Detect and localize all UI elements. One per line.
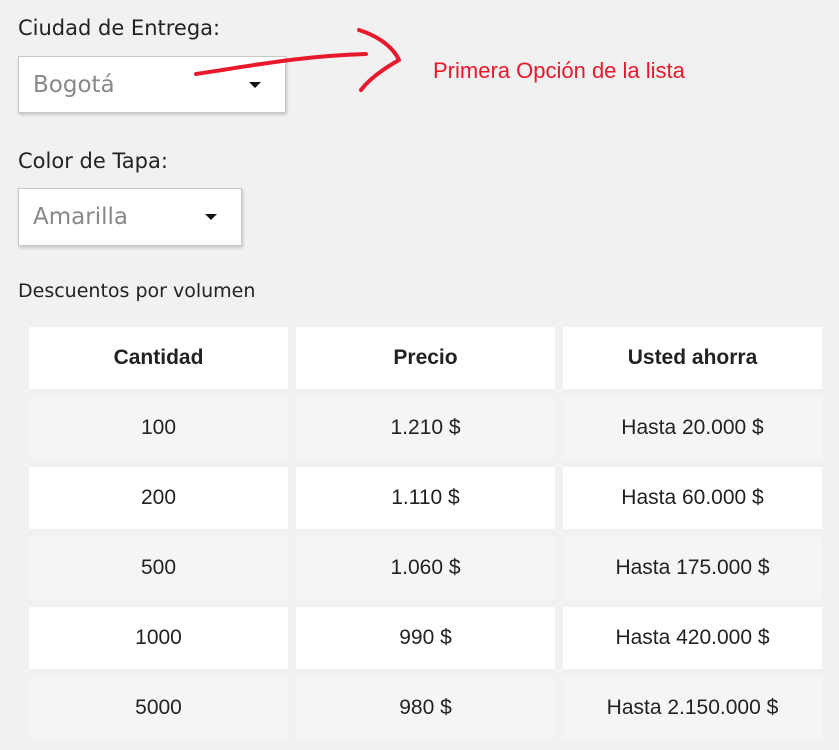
table-row: 1000 990 $ Hasta 420.000 $ [29,607,822,669]
cell-savings: Hasta 60.000 $ [563,467,822,529]
cell-price: 990 $ [296,607,555,669]
cell-quantity: 500 [29,537,288,599]
cell-savings: Hasta 420.000 $ [563,607,822,669]
header-savings: Usted ahorra [563,327,822,389]
cell-savings: Hasta 2.150.000 $ [563,677,822,739]
table-row: 5000 980 $ Hasta 2.150.000 $ [29,677,822,739]
city-label: Ciudad de Entrega: [18,16,221,40]
table-row: 500 1.060 $ Hasta 175.000 $ [29,537,822,599]
cell-price: 1.060 $ [296,537,555,599]
table-header-row: Cantidad Precio Usted ahorra [29,327,822,389]
header-price: Precio [296,327,555,389]
cell-quantity: 1000 [29,607,288,669]
table-row: 200 1.110 $ Hasta 60.000 $ [29,467,822,529]
cap-color-label: Color de Tapa: [18,149,168,173]
cell-savings: Hasta 20.000 $ [563,397,822,459]
discount-table: Cantidad Precio Usted ahorra 100 1.210 $ H… [21,319,830,747]
cell-price: 1.110 $ [296,467,555,529]
cell-quantity: 200 [29,467,288,529]
caret-down-icon [205,214,217,220]
table-row: 100 1.210 $ Hasta 20.000 $ [29,397,822,459]
city-select[interactable]: Bogotá [18,56,286,113]
caret-down-icon [249,81,261,88]
header-quantity: Cantidad [29,327,288,389]
cell-price: 980 $ [296,677,555,739]
cell-price: 1.210 $ [296,397,555,459]
cell-quantity: 100 [29,397,288,459]
cell-quantity: 5000 [29,677,288,739]
annotation-text: Primera Opción de la lista [433,58,685,83]
discount-table-caption: Descuentos por volumen [18,280,256,302]
cap-color-select[interactable]: Amarilla [18,188,242,246]
cell-savings: Hasta 175.000 $ [563,537,822,599]
city-select-value: Bogotá [33,71,115,98]
cap-color-select-value: Amarilla [33,204,128,230]
